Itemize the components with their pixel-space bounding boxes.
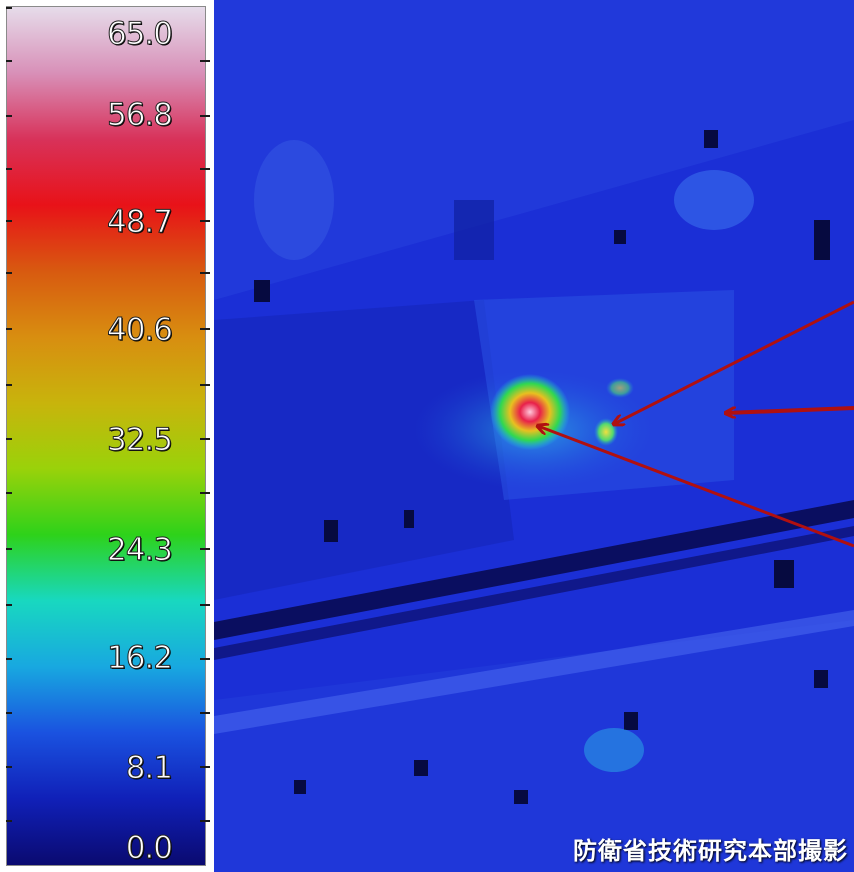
temperature-color-scale: 65.0 56.8 48.7 40.6 32.5 24.3 16.2 8.1 0…: [0, 0, 212, 872]
scale-label-48-7: 48.7: [106, 204, 173, 241]
scale-label-65-0: 65.0: [106, 16, 173, 53]
scale-label-56-8: 56.8: [106, 97, 173, 134]
scale-label-40-6: 40.6: [106, 312, 173, 349]
photo-credit: 防衛省技術研究本部撮影: [573, 837, 848, 865]
scale-label-8-1: 8.1: [125, 750, 173, 787]
scale-label-16-2: 16.2: [106, 640, 173, 677]
scale-label-24-3: 24.3: [106, 532, 173, 569]
scale-label-32-5: 32.5: [106, 422, 173, 459]
thermal-scene: [214, 0, 854, 872]
color-gradient-bar: [6, 6, 206, 866]
scale-label-0-0: 0.0: [125, 830, 173, 867]
thermal-aerial-image: 防衛省技術研究本部撮影: [214, 0, 854, 872]
